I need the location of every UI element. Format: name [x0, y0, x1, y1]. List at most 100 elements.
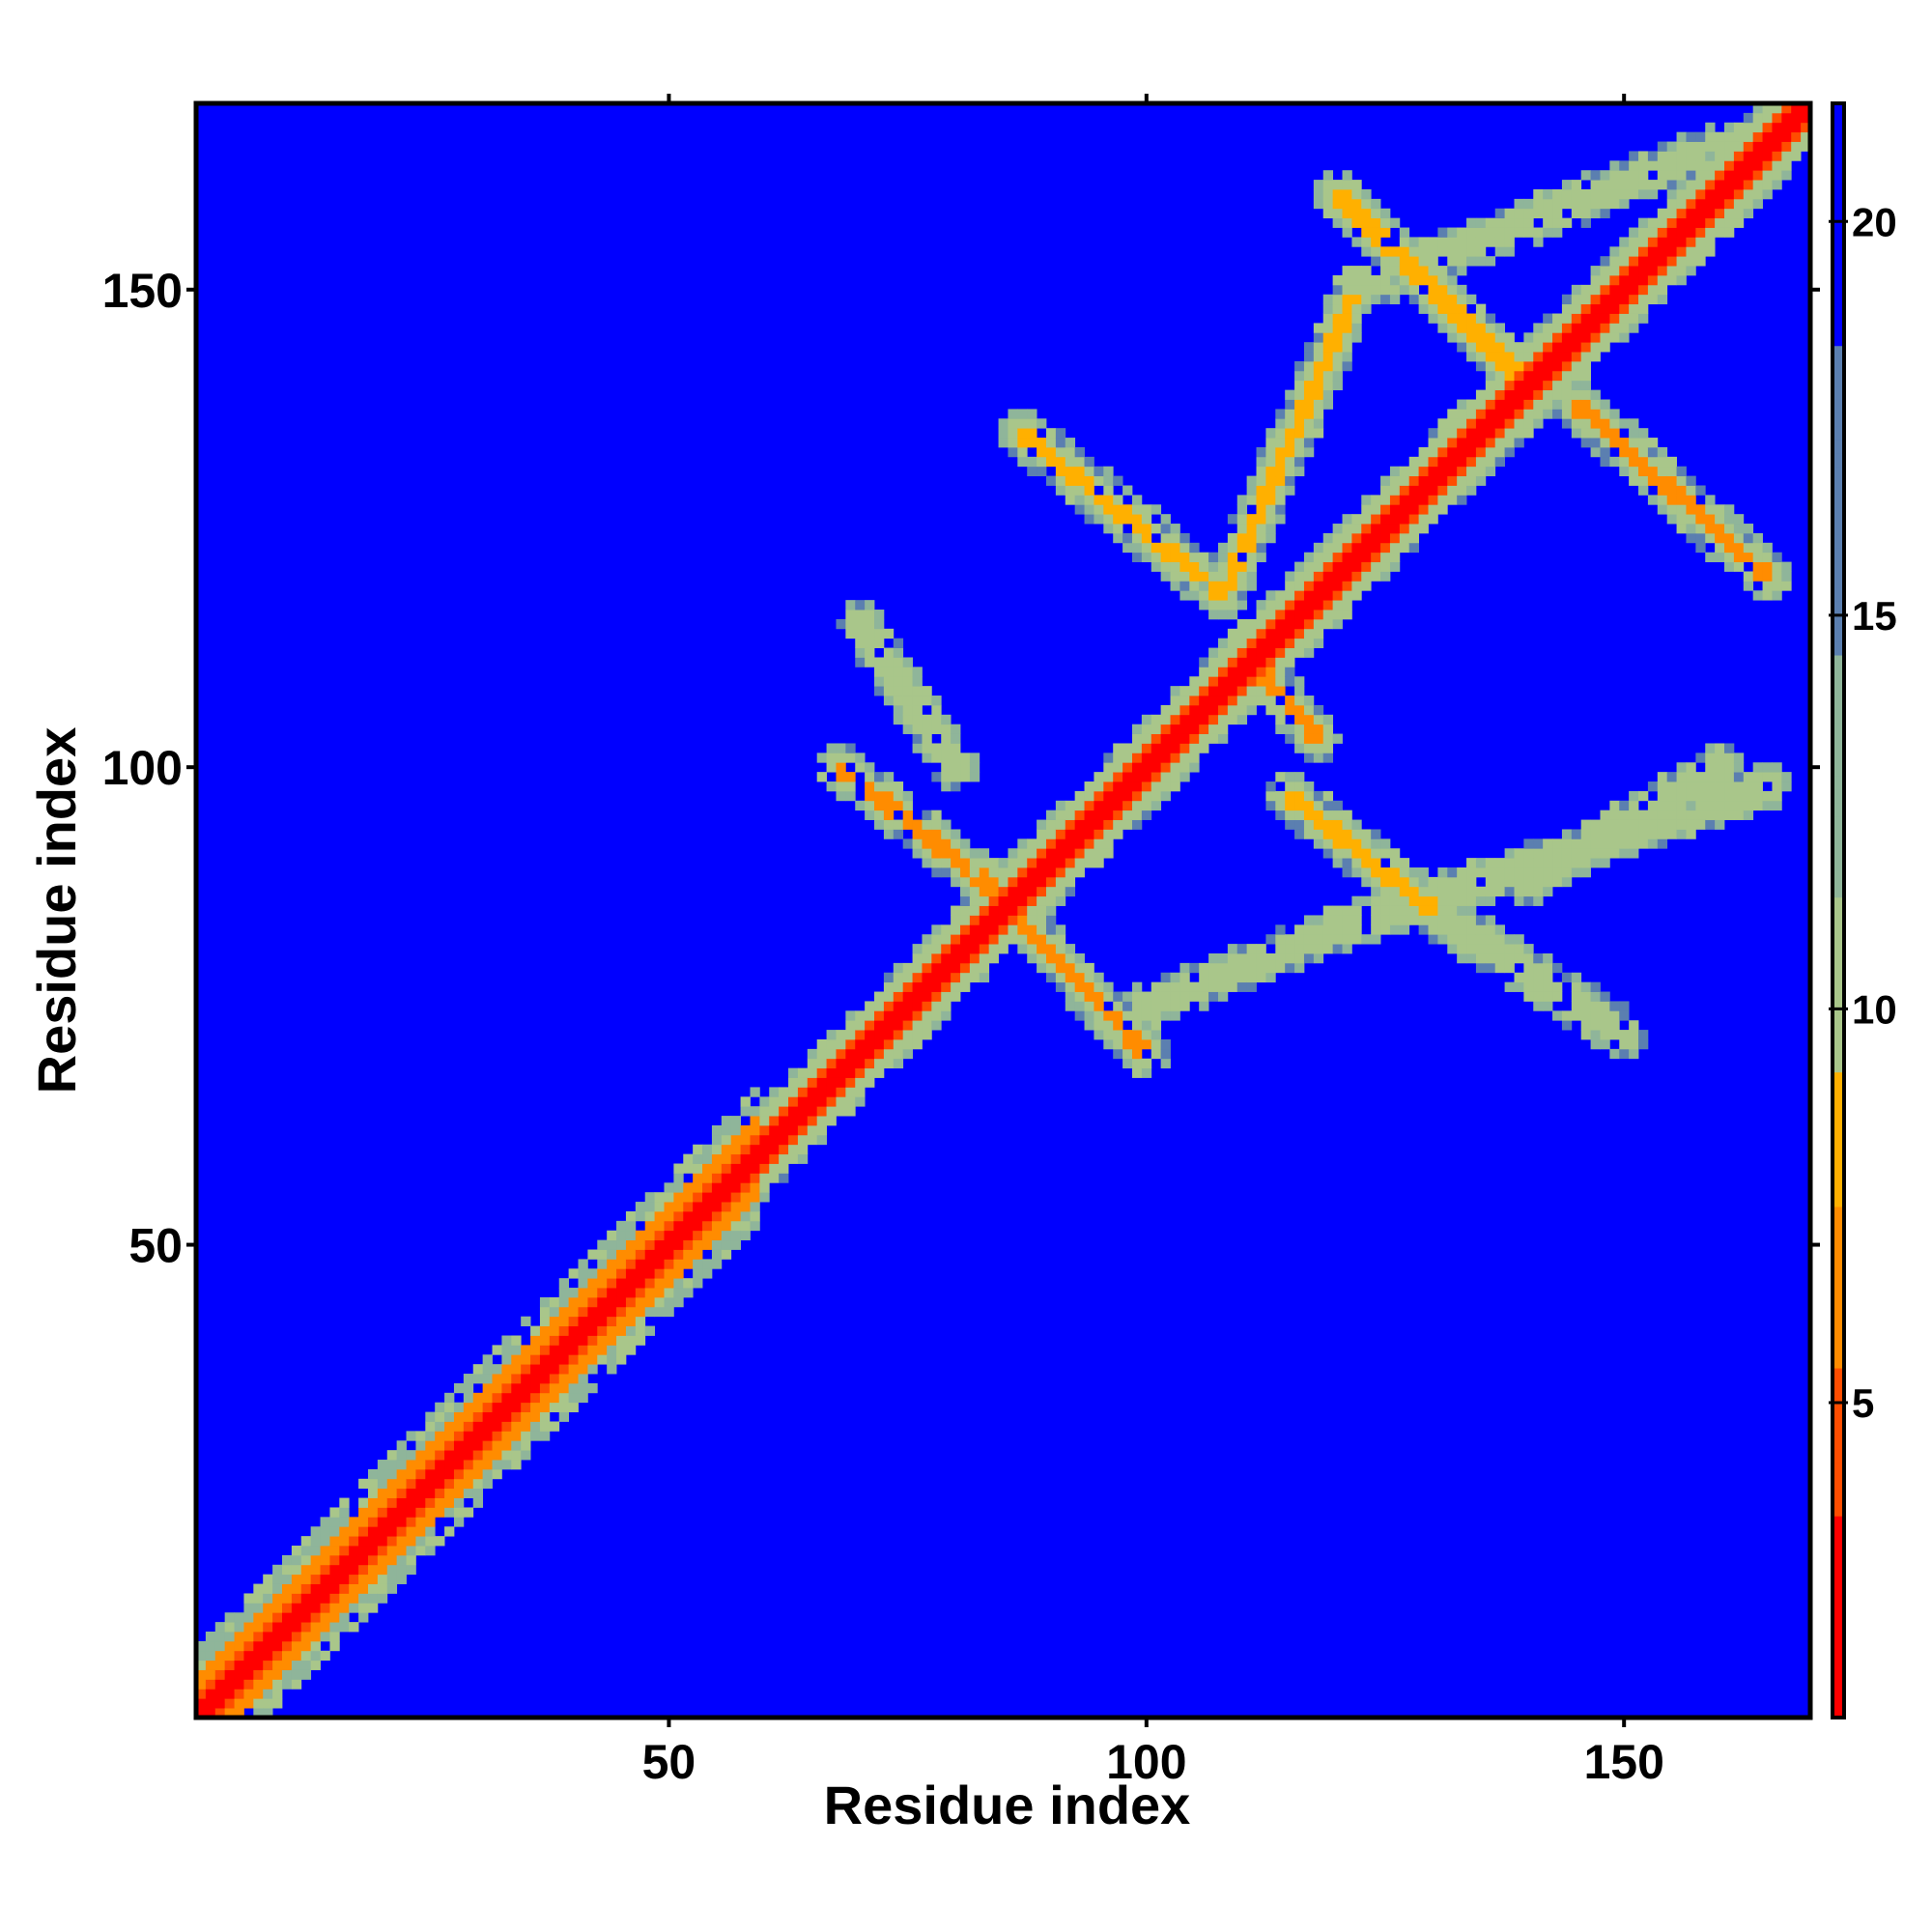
- heatmap-cell: [683, 1202, 694, 1212]
- heatmap-cell: [673, 1278, 684, 1289]
- heatmap-cell: [272, 1650, 283, 1662]
- heatmap-cell: [1170, 781, 1180, 792]
- heatmap-cell: [539, 1411, 551, 1422]
- heatmap-cell: [1227, 647, 1238, 658]
- heatmap-cell: [196, 1650, 207, 1662]
- heatmap-cell: [1179, 590, 1190, 601]
- heatmap-cell: [865, 1020, 875, 1031]
- heatmap-cell: [616, 1239, 627, 1250]
- heatmap-cell: [1437, 438, 1448, 448]
- heatmap-cell: [912, 962, 923, 974]
- heatmap-cell: [1504, 342, 1515, 353]
- heatmap-cell: [396, 1564, 407, 1576]
- heatmap-cell: [865, 1048, 875, 1060]
- heatmap-cell: [272, 1603, 283, 1613]
- heatmap-cell: [472, 1431, 484, 1441]
- heatmap-cell: [1131, 1048, 1143, 1060]
- heatmap-cell: [1657, 475, 1668, 486]
- heatmap-cell: [673, 1192, 684, 1203]
- heatmap-cell: [1265, 618, 1276, 630]
- heatmap-cell: [1065, 944, 1076, 954]
- heatmap-cell: [951, 743, 961, 753]
- heatmap-cell: [587, 1296, 598, 1308]
- heatmap-cell: [1303, 829, 1315, 839]
- heatmap-cell: [1552, 198, 1563, 210]
- heatmap-cell: [453, 1450, 465, 1461]
- colorbar-segment: [1833, 426, 1844, 440]
- heatmap-cell: [1322, 829, 1334, 839]
- heatmap-cell: [1322, 819, 1334, 830]
- heatmap-cell: [329, 1574, 340, 1584]
- heatmap-cell: [1752, 103, 1763, 114]
- heatmap-cell: [1313, 618, 1324, 630]
- heatmap-cell: [1322, 208, 1334, 219]
- heatmap-cell: [1294, 581, 1305, 591]
- heatmap-cell: [539, 1296, 551, 1308]
- colorbar-segment: [1833, 1475, 1844, 1490]
- heatmap-cell: [1027, 934, 1037, 945]
- colorbar-segment: [1833, 1192, 1844, 1208]
- heatmap-cell: [1141, 762, 1152, 773]
- heatmap-cell: [1371, 237, 1381, 247]
- heatmap-cell: [1752, 188, 1763, 200]
- heatmap-cell: [1008, 446, 1018, 458]
- heatmap-cell: [1332, 303, 1343, 314]
- heatmap-cell: [874, 657, 885, 668]
- heatmap-cell: [1437, 934, 1448, 945]
- heatmap-cell: [444, 1488, 455, 1498]
- heatmap-cell: [1533, 370, 1544, 382]
- heatmap-cell: [415, 1526, 426, 1537]
- heatmap-cell: [1179, 581, 1190, 591]
- heatmap-cell: [1762, 160, 1773, 171]
- heatmap-cell: [253, 1612, 264, 1623]
- heatmap-cell: [969, 944, 980, 954]
- heatmap-cell: [1227, 952, 1238, 964]
- heatmap-cell: [263, 1650, 273, 1662]
- heatmap-cell: [893, 1058, 904, 1069]
- heatmap-cell: [1322, 753, 1334, 763]
- heatmap-cell: [922, 1030, 932, 1040]
- heatmap-cell: [1781, 170, 1792, 181]
- heatmap-cell: [1332, 829, 1343, 839]
- heatmap-cell: [1065, 876, 1076, 888]
- heatmap-cell: [1151, 1001, 1162, 1011]
- heatmap-cell: [1246, 696, 1257, 706]
- heatmap-cell: [883, 676, 895, 687]
- heatmap-cell: [1705, 208, 1716, 219]
- heatmap-cell: [1571, 380, 1582, 391]
- heatmap-cell: [329, 1583, 340, 1594]
- heatmap-cell: [1055, 800, 1066, 811]
- heatmap-cell: [1113, 991, 1123, 1002]
- heatmap-cell: [1609, 180, 1620, 190]
- heatmap-cell: [1294, 829, 1305, 839]
- heatmap-cell: [797, 1096, 809, 1107]
- heatmap-cell: [406, 1468, 416, 1480]
- heatmap-cell: [912, 686, 923, 696]
- heatmap-cell: [1752, 112, 1763, 124]
- heatmap-cell: [1590, 1020, 1601, 1031]
- heatmap-cell: [654, 1278, 665, 1289]
- colorbar-segment: [1833, 951, 1844, 965]
- heatmap-cell: [1638, 274, 1649, 286]
- heatmap-cell: [549, 1364, 560, 1375]
- heatmap-cell: [1609, 188, 1620, 200]
- heatmap-cell: [1113, 753, 1123, 763]
- heatmap-cell: [453, 1440, 465, 1451]
- heatmap-cell: [310, 1622, 321, 1633]
- heatmap-cell: [406, 1478, 416, 1490]
- heatmap-cell: [1638, 284, 1649, 296]
- heatmap-cell: [1151, 772, 1162, 782]
- heatmap-cell: [425, 1450, 436, 1461]
- heatmap-cell: [1037, 438, 1047, 448]
- heatmap-cell: [234, 1679, 244, 1690]
- heatmap-cell: [1094, 848, 1104, 859]
- heatmap-cell: [320, 1574, 330, 1584]
- heatmap-cell: [272, 1660, 283, 1670]
- heatmap-cells: [196, 103, 1811, 1719]
- heatmap-cell: [1457, 284, 1467, 296]
- heatmap-cell: [1265, 781, 1276, 792]
- heatmap-cell: [1457, 409, 1467, 419]
- heatmap-cell: [826, 1087, 837, 1097]
- heatmap-cell: [1418, 485, 1429, 496]
- heatmap-cell: [1619, 256, 1630, 267]
